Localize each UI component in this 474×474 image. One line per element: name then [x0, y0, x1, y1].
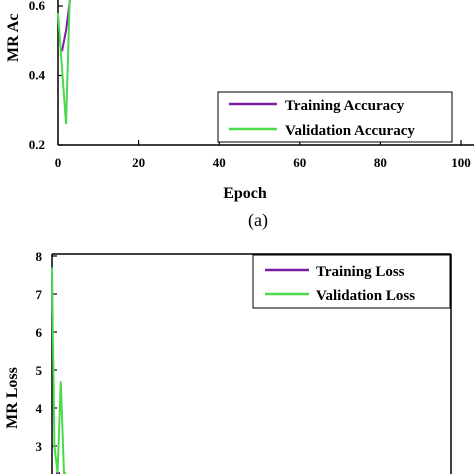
- accuracy-y-tick-label: 0.2: [29, 137, 45, 152]
- accuracy-x-tick-label: 20: [132, 155, 145, 170]
- accuracy-legend-box: [217, 91, 453, 143]
- loss-y-tick-label: 5: [36, 363, 43, 378]
- accuracy-series-line: [57, 0, 71, 125]
- accuracy-x-tick-label: 0: [55, 155, 62, 170]
- loss-chart: 3 4 5 6 7 8 MR Loss Training Loss Validation …: [4, 249, 452, 474]
- accuracy-x-label: Epoch: [223, 185, 267, 202]
- loss-legend: Training Loss Validation Loss: [252, 254, 451, 309]
- accuracy-y-tick-label: 0.4: [29, 68, 46, 83]
- accuracy-legend: Training Accuracy Validation Accuracy: [217, 91, 453, 143]
- accuracy-lines: [57, 0, 71, 125]
- accuracy-y-tick-label: 0.6: [29, 0, 46, 13]
- accuracy-x-tick-label: 40: [213, 155, 226, 170]
- accuracy-chart: 0 20 40 60 80 100 0.2 0.4 0.6 MR Ac Epoch (a) Tr…: [5, 0, 474, 231]
- loss-series-line: [51, 267, 66, 474]
- accuracy-x-tick-label: 100: [451, 155, 471, 170]
- accuracy-x-tick-label: 80: [374, 155, 387, 170]
- figure-caption-a: (a): [248, 210, 268, 231]
- legend-label-training-accuracy: Training Accuracy: [285, 98, 405, 114]
- accuracy-ticks: 0 20 40 60 80 100 0.2 0.4 0.6: [29, 0, 471, 170]
- legend-label-validation-loss: Validation Loss: [316, 288, 415, 304]
- loss-y-tick-label: 4: [36, 401, 43, 416]
- loss-y-label: MR Loss: [4, 367, 21, 429]
- legend-label-training-loss: Training Loss: [316, 264, 405, 280]
- loss-legend-box: [252, 254, 451, 309]
- loss-y-tick-label: 3: [36, 439, 43, 454]
- accuracy-x-tick-label: 60: [293, 155, 306, 170]
- legend-label-validation-accuracy: Validation Accuracy: [285, 123, 415, 139]
- loss-lines: [51, 267, 66, 474]
- loss-y-tick-label: 7: [36, 287, 43, 302]
- loss-y-tick-label: 8: [36, 249, 43, 264]
- loss-y-tick-label: 6: [36, 325, 43, 340]
- accuracy-y-label: MR Ac: [5, 14, 22, 62]
